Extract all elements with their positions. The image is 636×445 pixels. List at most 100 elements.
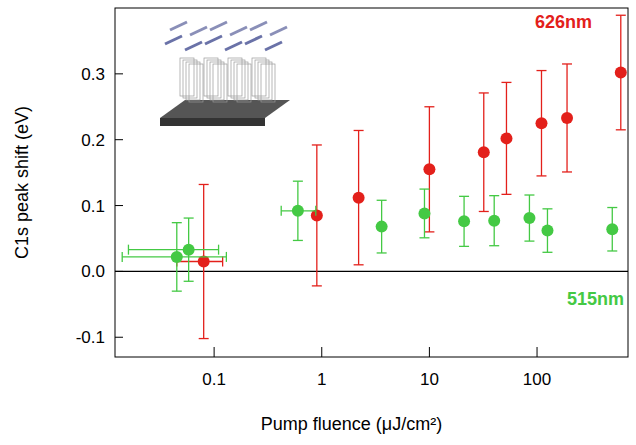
- molecule: [230, 27, 247, 35]
- x-tick-label: 1: [317, 370, 326, 389]
- error-bar: [542, 209, 552, 252]
- error-bar-cap: [312, 285, 322, 286]
- molecule: [190, 27, 207, 35]
- error-bar: [293, 181, 303, 240]
- molecule: [165, 36, 182, 44]
- error-bar-cap: [459, 196, 469, 197]
- error-bar-cap: [607, 207, 617, 208]
- layer: [210, 62, 224, 100]
- y-tick-label: 0.1: [81, 197, 105, 216]
- error-bar: [459, 196, 469, 246]
- error-bar-cap: [479, 92, 489, 93]
- layer: [261, 64, 275, 102]
- molecule: [210, 22, 227, 30]
- molecule: [250, 22, 267, 30]
- x-tick: [429, 347, 430, 357]
- y-tick: [115, 337, 123, 338]
- x-error-bar-cap: [218, 245, 219, 255]
- molecule: [170, 22, 187, 30]
- zero-line: [115, 271, 628, 272]
- layer: [186, 62, 200, 100]
- series: [177, 15, 627, 338]
- layer: [255, 60, 269, 98]
- error-bar: [536, 71, 546, 176]
- point: [535, 117, 547, 129]
- point: [376, 221, 388, 233]
- point: [171, 251, 183, 263]
- error-bar-cap: [293, 181, 303, 182]
- error-bar-cap: [293, 240, 303, 241]
- point: [541, 225, 553, 237]
- molecule: [185, 42, 202, 50]
- error-bar-cap: [501, 82, 511, 83]
- substrate-edge: [160, 118, 265, 126]
- error-bar-cap: [542, 252, 552, 253]
- point: [615, 67, 627, 79]
- x-error-bar-cap: [226, 252, 227, 262]
- y-axis-title: C1s peak shift (eV): [12, 106, 32, 259]
- error-bar-cap: [536, 175, 546, 176]
- x-axis-title: Pump fluence (μJ/cm²): [261, 414, 442, 434]
- series-label: 515nm: [567, 289, 624, 309]
- x-error-bar-cap: [222, 257, 223, 267]
- error-bar-cap: [489, 245, 499, 246]
- error-bar-cap: [479, 211, 489, 212]
- error-bar-cap: [489, 195, 499, 196]
- layer: [234, 62, 248, 100]
- point: [292, 205, 304, 217]
- error-bar-cap: [377, 200, 387, 201]
- substrate: [160, 100, 290, 118]
- y-tick: [115, 205, 123, 206]
- molecule: [265, 42, 282, 50]
- molecule: [245, 36, 262, 44]
- x-tick-label: 0.1: [202, 370, 226, 389]
- error-bar: [312, 145, 322, 286]
- x-error-bar-cap: [122, 252, 123, 262]
- y-tick: [115, 73, 123, 74]
- error-bar-cap: [607, 250, 617, 251]
- y-tick-label: 0.3: [81, 65, 105, 84]
- layer: [213, 64, 227, 102]
- layer: [258, 62, 272, 100]
- error-bar: [172, 223, 182, 291]
- error-bar-cap: [172, 222, 182, 223]
- error-bar-cap: [459, 246, 469, 247]
- series-label: 626nm: [535, 12, 592, 32]
- error-bar-cap: [424, 231, 434, 232]
- error-bar-cap: [524, 240, 534, 241]
- x-tick-label: 100: [523, 370, 551, 389]
- error-bar-cap: [377, 252, 387, 253]
- molecule: [270, 27, 287, 35]
- error-bar-cap: [501, 194, 511, 195]
- layer: [183, 60, 197, 98]
- x-error-bar-cap: [281, 206, 282, 216]
- point: [523, 212, 535, 224]
- error-bar: [489, 196, 499, 246]
- x-tick: [321, 347, 322, 357]
- plot-frame: [115, 8, 628, 357]
- error-bar-cap: [354, 264, 364, 265]
- point: [418, 207, 430, 219]
- error-bar-cap: [562, 171, 572, 172]
- point: [353, 192, 365, 204]
- y-tick-label: 0.0: [81, 262, 105, 281]
- layer: [237, 64, 251, 102]
- error-bar: [377, 200, 387, 253]
- error-bar-cap: [199, 184, 209, 185]
- error-bar-cap: [419, 237, 429, 238]
- x-error-bar-line: [128, 249, 218, 250]
- inset-illustration: [160, 22, 290, 126]
- error-bar-cap: [616, 15, 626, 16]
- x-error-bar-cap: [315, 206, 316, 216]
- error-bar-cap: [312, 144, 322, 145]
- error-bar-cap: [354, 130, 364, 131]
- error-bar-cap: [184, 281, 194, 282]
- error-bar-cap: [616, 129, 626, 130]
- point: [458, 215, 470, 227]
- x-error-bar-cap: [128, 245, 129, 255]
- y-tick: [115, 139, 123, 140]
- x-tick: [537, 347, 538, 357]
- x-error-bar: [177, 257, 223, 267]
- error-bar: [524, 195, 534, 241]
- error-bar: [616, 15, 626, 130]
